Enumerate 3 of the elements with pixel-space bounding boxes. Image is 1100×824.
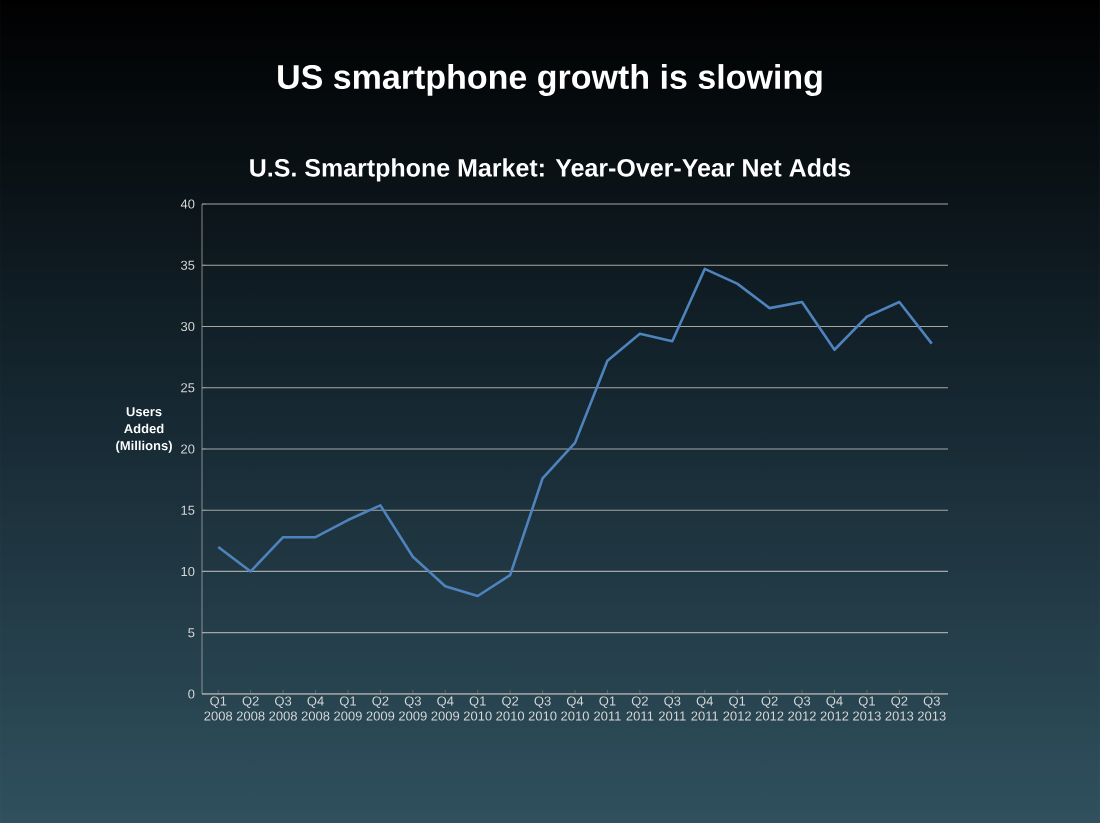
chart-title: US smartphone growth is slowing: [278, 64, 822, 96]
chart-subtitle: U.S. Smartphone Market: Year-Over-Year Net Adds: [250, 158, 851, 182]
line-series: [216, 267, 934, 598]
